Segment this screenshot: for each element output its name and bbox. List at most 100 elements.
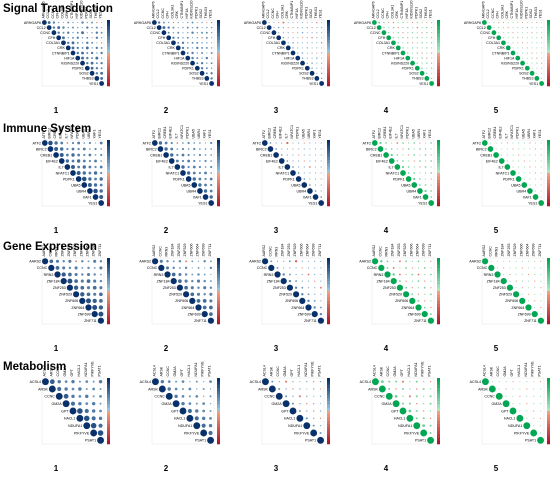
color-scale-segment <box>107 304 110 308</box>
correlation-dot <box>540 273 542 276</box>
correlation-dot <box>417 293 420 295</box>
color-scale-segment <box>327 176 330 180</box>
correlation-dot <box>196 46 199 50</box>
correlation-dot <box>196 292 201 296</box>
correlation-dot <box>429 424 432 427</box>
correlation-dot <box>301 31 304 34</box>
row-gene-label: CTNNBIP1 <box>272 51 290 55</box>
column-gene-label: ZNF699 <box>92 244 96 257</box>
correlation-dot <box>392 26 395 29</box>
correlation-dot <box>306 395 308 398</box>
color-scale-segment <box>107 199 110 203</box>
correlation-dot <box>76 414 84 422</box>
color-scale-segment <box>107 163 110 167</box>
correlation-dot <box>527 293 530 295</box>
correlation-dot <box>526 381 528 383</box>
correlation-panel <box>481 139 550 207</box>
correlation-dot <box>407 166 410 168</box>
color-scale-segment <box>217 317 220 321</box>
correlation-dot <box>505 381 507 383</box>
row-gene-label: NDUFA1 <box>288 424 302 428</box>
correlation-dot <box>75 176 82 182</box>
correlation-dot <box>431 72 433 74</box>
color-scale-segment <box>107 173 110 177</box>
correlation-dot <box>85 387 88 391</box>
correlation-dot <box>320 260 322 262</box>
correlation-dot <box>299 381 301 383</box>
correlation-dot <box>93 273 96 276</box>
correlation-dot <box>273 27 275 29</box>
column-gene-label: CREB1 <box>163 127 167 139</box>
correlation-dot <box>537 436 544 444</box>
correlation-dot <box>481 140 488 146</box>
correlation-dot <box>309 166 311 168</box>
correlation-dot <box>72 36 74 39</box>
correlation-dot <box>178 272 182 277</box>
row-gene-label: ZNF664 <box>511 306 524 310</box>
correlation-dot <box>312 417 315 420</box>
row-gene-label: ACSL4 <box>470 380 481 384</box>
column-gene-label: ACSL4 <box>372 365 376 376</box>
color-scale-segment <box>437 192 440 197</box>
correlation-dot <box>188 402 192 406</box>
row-gene-label: GPT <box>391 409 399 413</box>
row-gene-label: XAF1 <box>303 195 312 199</box>
correlation-dot <box>393 260 395 262</box>
correlation-dot <box>319 403 322 405</box>
column-gene-label: PSAT1 <box>98 365 102 376</box>
correlation-dot <box>316 27 318 29</box>
correlation-dot <box>194 65 200 71</box>
color-scale-segment <box>107 258 110 262</box>
correlation-dot <box>314 76 320 81</box>
correlation-dot <box>262 20 267 25</box>
column-gene-label: ARHGAP6 <box>151 1 155 18</box>
correlation-dot <box>172 400 180 408</box>
correlation-dot <box>177 31 180 34</box>
correlation-dot <box>99 195 104 199</box>
column-gene-label: THBS3 <box>424 7 428 19</box>
correlation-dot <box>521 32 524 34</box>
color-scale-segment <box>327 43 330 47</box>
correlation-dot <box>488 385 496 393</box>
correlation-dot <box>539 425 542 427</box>
color-scale-segment <box>217 202 220 207</box>
color-scale-segment <box>437 143 440 147</box>
correlation-dot <box>47 146 54 152</box>
row-gene-label: GPT <box>281 409 289 413</box>
correlation-dot <box>411 293 414 296</box>
row-gene-label: CCNC <box>370 31 381 35</box>
color-scale-segment <box>547 69 550 74</box>
correlation-dot <box>203 273 206 276</box>
correlation-dot <box>405 55 411 61</box>
correlation-dot <box>301 286 304 289</box>
color-scale-segment <box>107 149 110 154</box>
correlation-dot <box>512 27 514 29</box>
correlation-dot <box>298 160 300 162</box>
correlation-dot <box>521 42 524 44</box>
column-gene-label: ZNF184 <box>171 244 175 257</box>
correlation-dot <box>407 42 409 44</box>
color-scale-segment <box>217 33 220 37</box>
correlation-dot <box>541 57 543 59</box>
correlation-dot <box>172 31 175 34</box>
correlation-panel <box>41 377 110 445</box>
correlation-dot <box>286 160 289 162</box>
correlation-dot <box>306 62 308 64</box>
correlation-dot <box>205 67 208 70</box>
correlation-dot <box>93 279 97 283</box>
color-scale-segment <box>217 156 220 161</box>
correlation-dot <box>74 266 78 270</box>
correlation-dot <box>61 40 66 46</box>
column-gene-label: CRK <box>395 10 399 18</box>
column-gene-label: IL7 <box>394 134 398 139</box>
correlation-dot <box>411 31 414 34</box>
color-scale-segment <box>547 53 550 57</box>
correlation-dot <box>292 148 294 150</box>
correlation-dot <box>91 401 96 406</box>
correlation-dot <box>430 77 433 80</box>
column-gene-label: IL7 <box>504 134 508 139</box>
row-gene-label: PIKFYVE <box>184 431 200 435</box>
correlation-dot <box>164 141 168 145</box>
correlation-dot <box>539 388 542 390</box>
column-gene-label: BIRC2 <box>157 128 161 139</box>
